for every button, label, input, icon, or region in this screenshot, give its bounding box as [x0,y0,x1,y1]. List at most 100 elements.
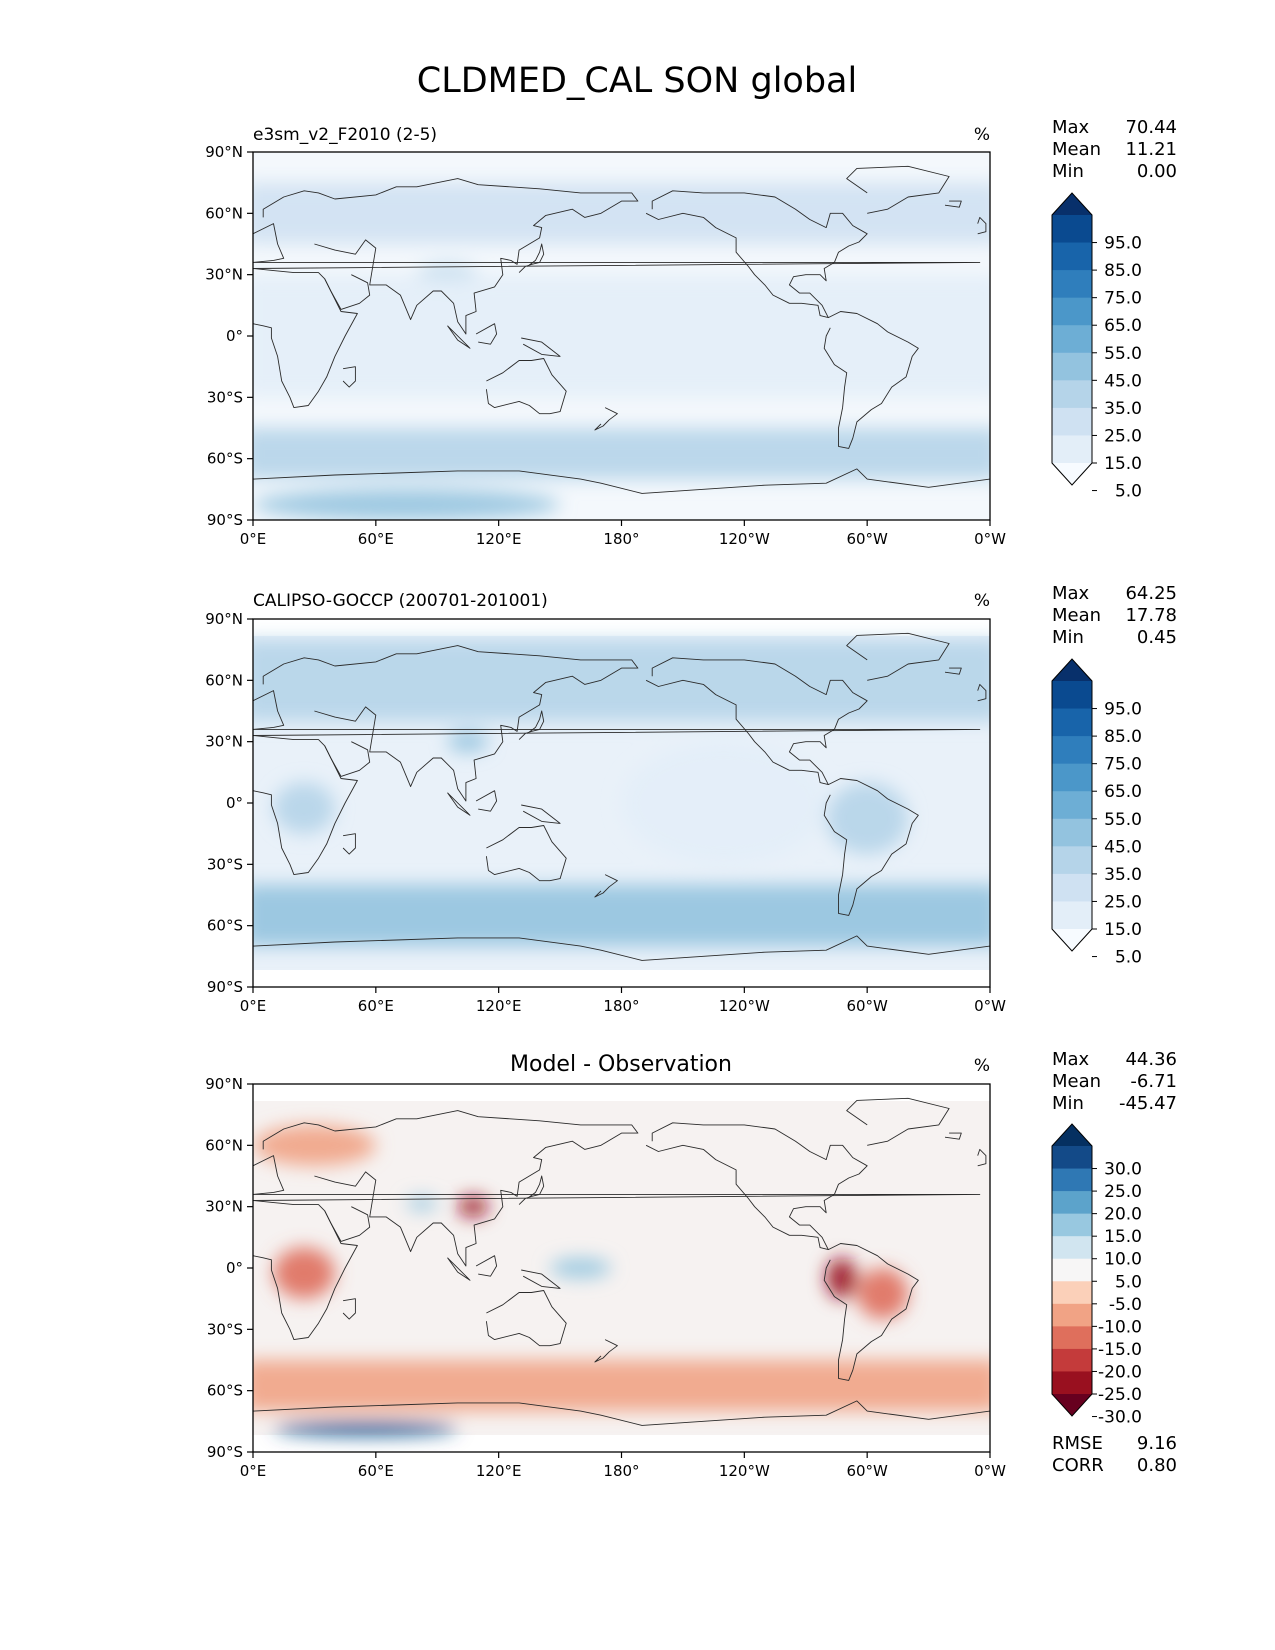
colorbar-tick-label: 5.0 [1115,482,1142,502]
y-tick-label: 60°S [207,1382,243,1400]
coastline [944,200,962,208]
stat-mean-value: 11.21 [1125,139,1177,160]
x-tick-label: 120°E [476,997,522,1015]
y-tick-label: 30°N [205,733,243,751]
coastline [977,1148,987,1167]
coastline [324,1206,371,1242]
colorbar-segment [1052,818,1092,847]
field-shading [253,182,990,520]
coastline [977,216,987,235]
coastline [823,311,919,449]
coastline [475,1255,498,1277]
colorbar-tick-label: 85.0 [1104,727,1142,747]
field-region [253,182,990,244]
coastline [253,1400,990,1426]
colorbar-tick-label: 55.0 [1104,810,1142,830]
stat-rmse-value: 9.16 [1137,1433,1177,1454]
colorbar-tick-label: 10.0 [1104,1250,1142,1270]
panel-model: e3sm_v2_F2010 (2-5) % 0°E 60°E 120°E 180° 12… [205,117,1177,548]
x-tick-label: 60°W [846,530,888,548]
coastline [823,778,919,916]
units-label: % [974,591,990,611]
y-tick-label: 90°S [207,978,243,996]
colorbar-tick-label: 75.0 [1104,755,1142,775]
colorbar-tick-label: 45.0 [1104,371,1142,391]
colorbar-tick-label: 25.0 [1104,1182,1142,1202]
coastline [846,165,950,214]
colorbar-tick-label: 55.0 [1104,344,1142,364]
stat-corr-label: CORR [1052,1455,1104,1476]
colorbar-tick-label: 45.0 [1104,837,1142,857]
y-tick-label: 90°N [205,143,243,161]
colorbar-segment [1052,763,1092,792]
map-field [253,619,990,987]
stat-mean-label: Mean [1052,1071,1101,1092]
y-tick-label: 30°S [207,855,243,873]
map-axes: 0°E 60°E 120°E 180° 120°W 60°W 0°W 90°N 60°N 30°N… [205,143,1006,548]
colorbar-extend-max [1052,1124,1092,1146]
stat-max-value: 70.44 [1125,117,1177,138]
field-region [253,428,990,480]
coastline [645,657,868,786]
y-tick-label: 90°N [205,610,243,628]
x-tick-label: 60°E [358,997,394,1015]
x-tick-label: 120°W [719,530,770,548]
colorbar-segment [1052,325,1092,354]
colorbar-tick-label: -10.0 [1098,1317,1142,1337]
y-tick-label: 60°S [207,917,243,935]
coastline [253,935,990,961]
field-region [273,782,335,834]
colorbar-tick-label: -15.0 [1098,1340,1142,1360]
field-shading [253,1124,990,1436]
colorbar-segment [1052,215,1092,244]
coastline [594,407,618,431]
x-tick-label: 60°W [846,1462,888,1480]
y-tick-label: 0° [226,327,243,345]
coastline [944,1132,962,1140]
coastline [977,683,987,702]
coastline [262,645,639,802]
field-region [253,884,990,947]
x-tick-label: 60°E [358,530,394,548]
coastline [521,1269,561,1289]
coastline [485,1290,567,1347]
coastline [253,690,981,876]
colorbar-tick-label: 95.0 [1104,234,1142,254]
y-tick-label: 30°S [207,388,243,406]
y-tick-label: 30°S [207,1320,243,1338]
colorbar-tick-label: 15.0 [1104,454,1142,474]
coastline [645,190,868,319]
stat-max-label: Max [1052,583,1090,604]
coastline [342,833,356,855]
x-tick-label: 120°W [719,1462,770,1480]
colorbar-segment [1052,1348,1092,1372]
colorbar-tick-label: 25.0 [1104,892,1142,912]
field-region [447,731,489,752]
coastline [447,1257,471,1281]
colorbar-tick-label: 15.0 [1104,920,1142,940]
field-region [457,1196,489,1217]
x-tick-label: 180° [603,997,639,1015]
colorbar-segment [1052,1326,1092,1350]
coastline [253,1155,981,1341]
coastline [485,825,567,882]
stat-min-value: 0.45 [1137,627,1177,648]
colorbar-tick-label: -30.0 [1098,1408,1142,1428]
colorbar-segment [1052,736,1092,765]
colorbar-segment [1052,708,1092,737]
coastline [518,243,545,273]
coastline [594,1339,618,1363]
coastline [475,323,498,345]
field-region [621,741,827,865]
y-tick-label: 60°N [205,204,243,222]
x-tick-label: 120°W [719,997,770,1015]
coastline [594,874,618,898]
field-region [856,1268,909,1320]
colorbar-tick-label: 35.0 [1104,399,1142,419]
coastline [518,1175,545,1205]
panel-observation: CALIPSO-GOCCP (200701-201001) % 0°E 60°E 1… [205,583,1177,1015]
stat-min-value: 0.00 [1137,161,1177,182]
colorbar-tick-label: 95.0 [1104,700,1142,720]
coastline [253,223,981,409]
stats-block: Max 44.36 Mean -6.71 Min -45.47 [1052,1049,1177,1114]
